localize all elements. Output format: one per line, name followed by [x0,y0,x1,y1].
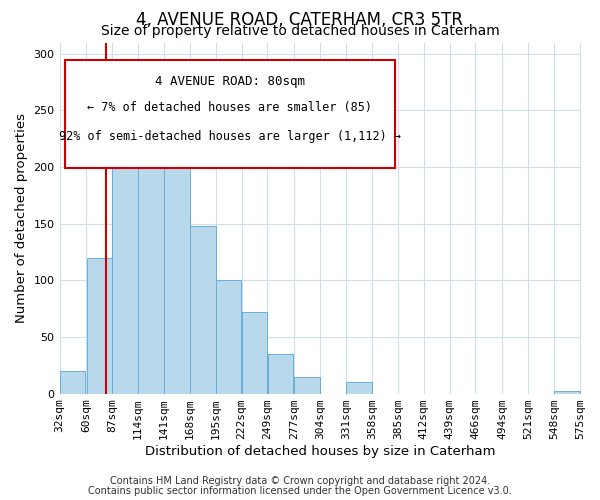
Text: Contains public sector information licensed under the Open Government Licence v3: Contains public sector information licen… [88,486,512,496]
Bar [268,354,293,394]
Bar [346,382,372,394]
Bar [164,110,190,394]
Y-axis label: Number of detached properties: Number of detached properties [15,113,28,323]
Bar [295,376,320,394]
Bar [112,156,138,394]
Text: Size of property relative to detached houses in Caterham: Size of property relative to detached ho… [101,24,499,38]
Text: 92% of semi-detached houses are larger (1,112) →: 92% of semi-detached houses are larger (… [59,130,401,143]
Text: ← 7% of detached houses are smaller (85): ← 7% of detached houses are smaller (85) [88,101,372,114]
X-axis label: Distribution of detached houses by size in Caterham: Distribution of detached houses by size … [145,444,496,458]
Text: Contains HM Land Registry data © Crown copyright and database right 2024.: Contains HM Land Registry data © Crown c… [110,476,490,486]
Bar [59,371,85,394]
Bar [138,133,164,394]
Bar [554,392,580,394]
Text: 4, AVENUE ROAD, CATERHAM, CR3 5TR: 4, AVENUE ROAD, CATERHAM, CR3 5TR [137,11,464,29]
Text: 4 AVENUE ROAD: 80sqm: 4 AVENUE ROAD: 80sqm [155,75,305,88]
Bar [190,226,215,394]
Bar [242,312,268,394]
Bar [86,258,112,394]
Bar [216,280,241,394]
